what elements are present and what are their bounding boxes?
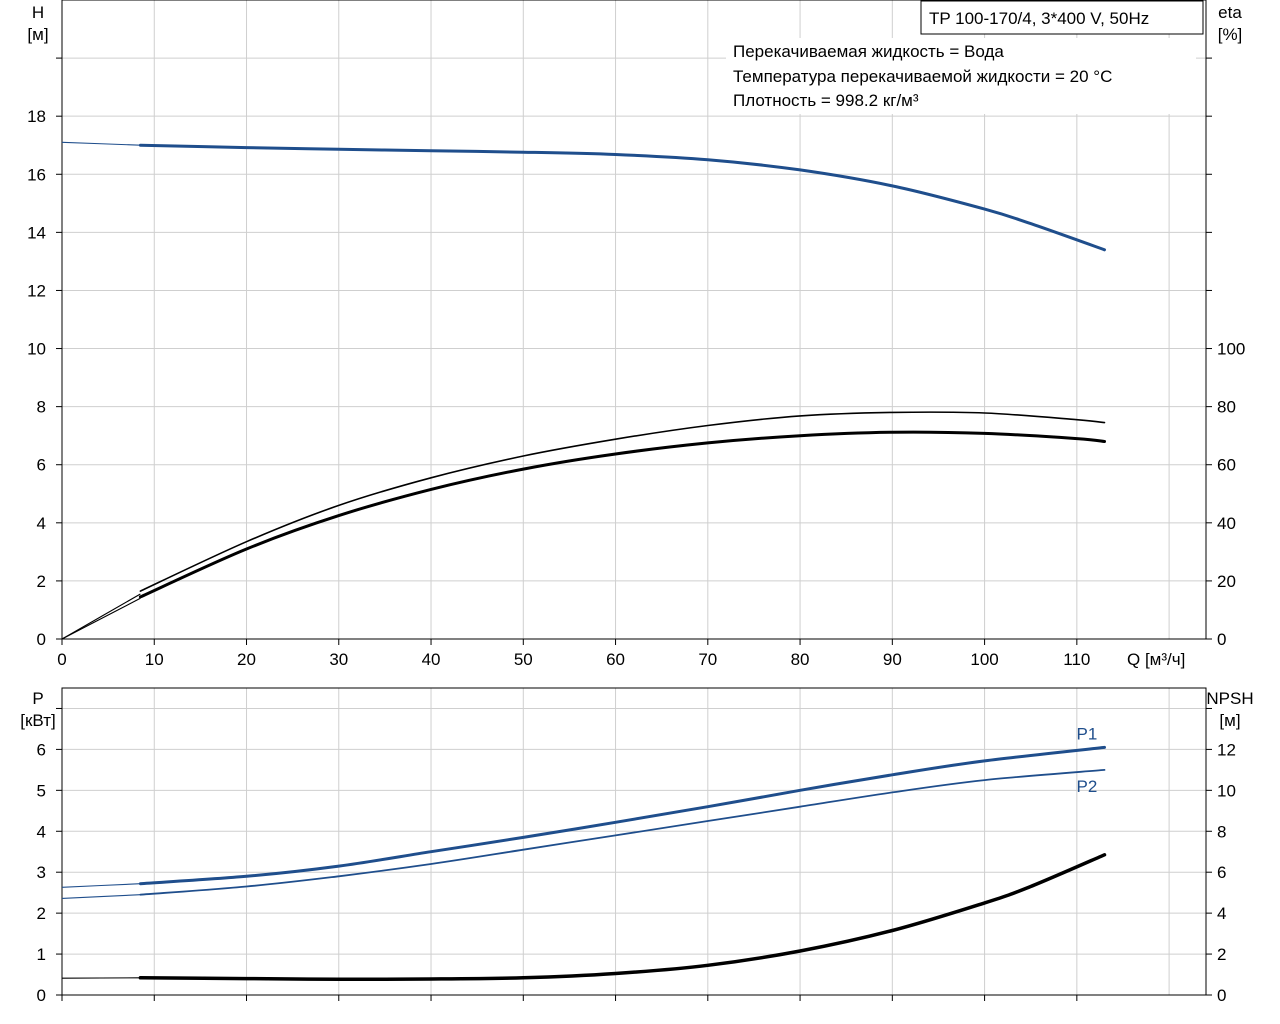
y-right-tick-label: 10	[1217, 781, 1236, 800]
y-left-tick-label: 2	[37, 904, 46, 923]
y-right-axis-unit: [м]	[1219, 711, 1240, 730]
y-right-axis-title: NPSH	[1206, 689, 1253, 708]
series-eta-extrapolation	[61, 597, 141, 640]
x-tick-label: 100	[970, 650, 998, 669]
pump-title: TP 100-170/4, 3*400 V, 50Hz	[929, 9, 1149, 28]
series-p2-line	[139, 769, 1106, 896]
y-left-tick-label: 5	[37, 781, 46, 800]
y-left-tick-label: 10	[27, 340, 46, 359]
x-tick-label: 50	[514, 650, 533, 669]
series-label-p1: P1	[1077, 724, 1098, 743]
y-right-tick-label: 2	[1217, 945, 1226, 964]
y-right-tick-label: 0	[1217, 630, 1226, 649]
series-label-p2: P2	[1077, 777, 1098, 796]
y-right-tick-label: 20	[1217, 572, 1236, 591]
series-eta-line	[138, 430, 1106, 599]
y-right-tick-label: 100	[1217, 340, 1245, 359]
y-left-tick-label: 8	[37, 398, 46, 417]
series-eta-thin-line	[139, 411, 1106, 592]
x-tick-label: 0	[57, 650, 66, 669]
y-left-tick-label: 0	[37, 630, 46, 649]
info-line-density: Плотность = 998.2 кг/м³	[733, 91, 919, 110]
y-right-tick-label: 4	[1217, 904, 1226, 923]
x-tick-label: 40	[422, 650, 441, 669]
y-left-tick-label: 6	[37, 456, 46, 475]
y-right-tick-label: 60	[1217, 456, 1236, 475]
y-right-tick-label: 12	[1217, 740, 1236, 759]
x-tick-label: 60	[606, 650, 625, 669]
pump-title-box	[920, 0, 1204, 35]
y-right-tick-label: 80	[1217, 398, 1236, 417]
y-left-tick-label: 6	[37, 740, 46, 759]
x-tick-label: 90	[883, 650, 902, 669]
info-line-fluid: Перекачиваемая жидкость = Вода	[733, 42, 1004, 61]
series-eta-thin-extrapolation	[61, 593, 141, 640]
series-npsh-line	[138, 853, 1107, 982]
info-line-temperature: Температура перекачиваемой жидкости = 20…	[733, 67, 1112, 86]
y-left-tick-label: 12	[27, 281, 46, 300]
y-left-tick-label: 4	[37, 514, 46, 533]
y-left-axis-unit: [м]	[27, 25, 48, 44]
y-right-axis-title: eta	[1218, 3, 1242, 22]
y-left-axis-title: H	[32, 3, 44, 22]
x-tick-label: 80	[791, 650, 810, 669]
y-left-tick-label: 18	[27, 107, 46, 126]
x-tick-label: 10	[145, 650, 164, 669]
y-left-tick-label: 1	[37, 945, 46, 964]
y-left-tick-label: 14	[27, 223, 46, 242]
series-h-extrapolation	[61, 141, 141, 146]
info-background	[726, 38, 1196, 114]
x-tick-label: 110	[1063, 650, 1090, 669]
y-left-tick-label: 4	[37, 822, 46, 841]
y-right-axis-unit: [%]	[1218, 25, 1243, 44]
series-h-line	[138, 143, 1106, 252]
x-axis-label: Q [м³/ч]	[1127, 650, 1185, 669]
y-left-tick-label: 16	[27, 165, 46, 184]
y-left-tick-label: 3	[37, 863, 46, 882]
y-left-tick-label: 0	[37, 986, 46, 1005]
plot-frame	[61, 687, 1207, 996]
y-left-axis-unit: [кВт]	[20, 711, 55, 730]
series-p1-line	[138, 745, 1106, 886]
x-tick-label: 30	[329, 650, 348, 669]
x-tick-label: 20	[237, 650, 256, 669]
y-right-tick-label: 40	[1217, 514, 1236, 533]
y-right-tick-label: 6	[1217, 863, 1226, 882]
y-right-tick-label: 8	[1217, 822, 1226, 841]
plot-frame	[61, 0, 1207, 640]
y-left-axis-title: P	[32, 689, 43, 708]
y-left-tick-label: 2	[37, 572, 46, 591]
x-tick-label: 70	[698, 650, 717, 669]
y-right-tick-label: 0	[1217, 986, 1226, 1005]
series-p2-extrapolation	[61, 894, 141, 899]
series-p1-extrapolation	[61, 883, 141, 888]
